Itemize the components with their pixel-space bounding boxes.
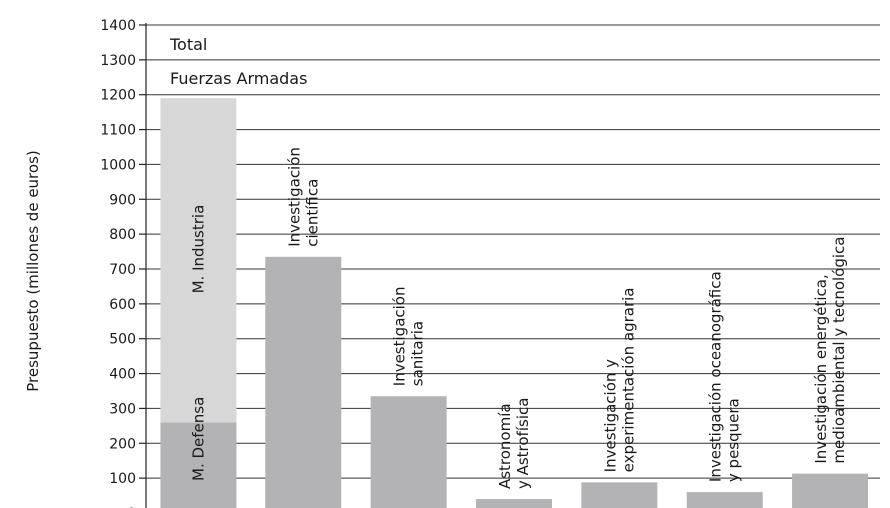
y-tick-label-1400: 1400 [100, 18, 136, 34]
bar-5 [686, 492, 763, 508]
bar-label-2-line-1: Investigación [391, 287, 409, 387]
y-tick-label-100: 100 [109, 471, 136, 487]
bar-label-6-line-1: Investigación energética, [812, 274, 830, 463]
y-tick-label-400: 400 [109, 367, 136, 383]
bar-label-5-line-1: Investigación oceanográfica [707, 271, 725, 482]
y-tick-label-1000: 1000 [100, 157, 136, 173]
bar-label-6-line-2: medioambiental y tecnológica [830, 237, 848, 464]
bar-1 [265, 256, 342, 508]
y-tick-label-1100: 1100 [100, 123, 136, 139]
y-axis: 0 100 200 300 400 500 600 700 800 900 1000 1100 1200… [100, 18, 147, 508]
segment-label-industria-line-1: M. Industria [189, 205, 207, 294]
y-tick-label-600: 600 [109, 297, 136, 313]
bar-4 [581, 482, 658, 508]
y-tick-label-500: 500 [109, 332, 136, 348]
legend-total: Total [169, 35, 207, 54]
bar-label-2-line-2: sanitaria [409, 321, 427, 386]
bar-label-3-line-1: Astronomía [496, 403, 514, 489]
bar-label-5-line-2: y pesquera [725, 398, 743, 482]
y-tick-label-900: 900 [109, 192, 136, 208]
y-tick-label-300: 300 [109, 401, 136, 417]
y-tick-label-0: 0 [127, 506, 136, 508]
bar-label-3-line-2: y Astrofísica [514, 398, 532, 490]
y-tick-label-1200: 1200 [100, 88, 136, 104]
bar-6 [792, 473, 869, 508]
bar-label-1-line-1: Investigación [285, 147, 303, 247]
bar-2 [370, 396, 447, 508]
legend-fuerzas-armadas: Fuerzas Armadas [170, 69, 307, 88]
segment-label-defensa-line-1: M. Defensa [189, 397, 207, 481]
y-tick-label-1300: 1300 [100, 53, 136, 69]
bar-3 [476, 499, 552, 508]
y-axis-label: Presupuesto (millones de euros) [24, 150, 42, 391]
bar-fuerzas-armadas-segment-2 [160, 98, 237, 423]
bars [160, 98, 869, 508]
bar-label-1-line-2: científica [303, 179, 321, 247]
y-tick-label-200: 200 [109, 436, 136, 452]
y-tick-label-700: 700 [109, 262, 136, 278]
bar-fuerzas-armadas-segment-1 [160, 422, 237, 508]
bar-label-4-line-1: Investigación y [601, 359, 619, 472]
y-tick-label-800: 800 [109, 227, 136, 243]
bar-label-4-line-2: experimentación agraria [619, 288, 637, 473]
